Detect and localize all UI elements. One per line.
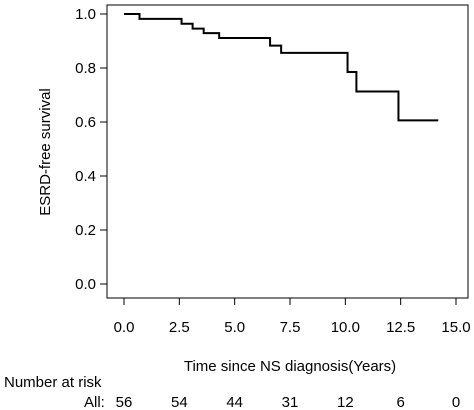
y-tick-label: 1.0 [75, 6, 96, 23]
x-tick-label: 7.5 [280, 319, 301, 336]
risk-row-values: 56 54 44 31 12 6 0 [116, 394, 461, 410]
x-axis: 0.0 2.5 5.0 7.5 10.0 12.5 15.0 [114, 298, 471, 336]
plot-frame [106, 4, 469, 299]
risk-table-title: Number at risk [4, 374, 102, 391]
x-tick-label: 5.0 [224, 319, 245, 336]
x-tick-label: 0.0 [114, 319, 135, 336]
risk-count: 12 [337, 394, 354, 410]
y-tick-label: 0.4 [75, 168, 96, 185]
y-axis: 0.0 0.2 0.4 0.6 0.8 1.0 [75, 6, 107, 293]
y-tick-label: 0.0 [75, 276, 96, 293]
risk-count: 6 [396, 394, 404, 410]
x-tick-label: 10.0 [331, 319, 360, 336]
y-tick-label: 0.6 [75, 114, 96, 131]
y-tick-label: 0.8 [75, 60, 96, 77]
risk-count: 0 [452, 394, 460, 410]
risk-count: 31 [282, 394, 299, 410]
x-tick-label: 15.0 [441, 319, 470, 336]
y-axis-title: ESRD-free survival [37, 88, 54, 216]
x-axis-title: Time since NS diagnosis(Years) [184, 358, 396, 375]
risk-count: 54 [171, 394, 188, 410]
risk-count: 44 [226, 394, 243, 410]
risk-count: 56 [116, 394, 133, 410]
survival-curve [124, 13, 439, 122]
risk-row-label: All: [84, 394, 105, 410]
x-tick-label: 2.5 [169, 319, 190, 336]
x-tick-label: 12.5 [386, 319, 415, 336]
y-tick-label: 0.2 [75, 222, 96, 239]
